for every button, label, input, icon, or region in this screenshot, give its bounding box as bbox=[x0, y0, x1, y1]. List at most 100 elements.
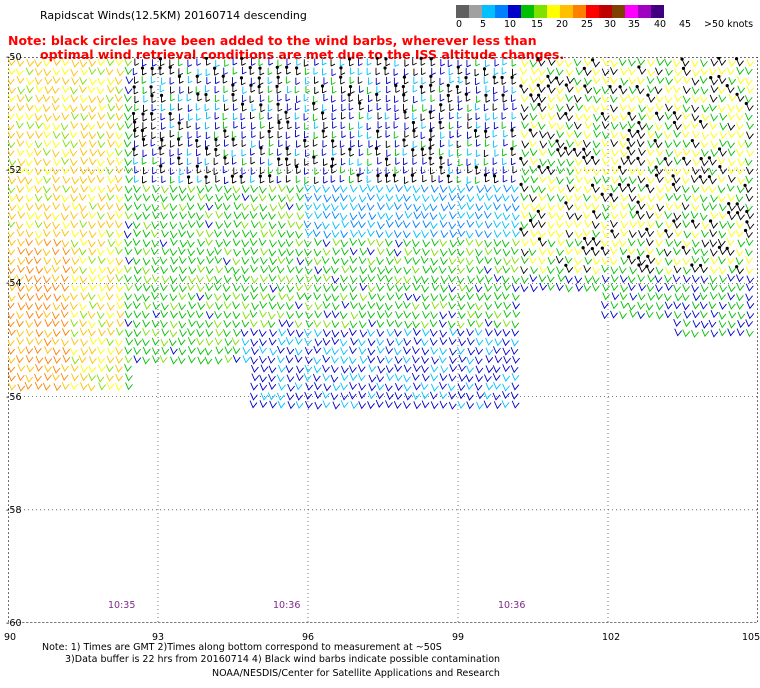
wind-barb bbox=[124, 221, 133, 230]
wind-barb bbox=[476, 391, 485, 400]
wind-barb bbox=[421, 320, 429, 329]
wind-barb bbox=[116, 301, 125, 310]
wind-barb bbox=[511, 121, 516, 130]
wind-barb bbox=[601, 94, 610, 103]
wind-barb bbox=[493, 140, 498, 148]
legend-tick-label: 45 bbox=[679, 19, 692, 30]
wind-barb bbox=[503, 184, 512, 193]
wind-barb bbox=[681, 202, 690, 211]
wind-barb bbox=[627, 238, 636, 247]
wind-barb bbox=[96, 86, 105, 95]
wind-barb bbox=[422, 310, 430, 319]
wind-barb bbox=[312, 229, 321, 238]
wind-barb bbox=[80, 112, 89, 122]
wind-barb bbox=[728, 212, 737, 221]
wind-barb bbox=[241, 211, 249, 220]
legend-tick-label: 20 bbox=[556, 19, 569, 30]
wind-barb bbox=[304, 228, 313, 238]
wind-barb bbox=[123, 139, 132, 148]
wind-barb bbox=[34, 67, 43, 77]
wind-barb bbox=[745, 283, 754, 292]
wind-barb bbox=[511, 112, 517, 120]
wind-barb bbox=[331, 302, 340, 311]
wind-barb bbox=[537, 58, 546, 67]
wind-barb bbox=[718, 328, 727, 337]
wind-barb bbox=[395, 338, 404, 347]
wind-barb bbox=[331, 95, 336, 103]
wind-barb bbox=[656, 113, 664, 122]
wind-barb bbox=[611, 157, 619, 166]
contamination-dot bbox=[725, 246, 729, 250]
wind-barb bbox=[547, 102, 555, 111]
wind-barb bbox=[205, 274, 214, 283]
wind-barb bbox=[152, 59, 157, 67]
contamination-dot bbox=[196, 92, 200, 96]
wind-barb bbox=[699, 212, 708, 221]
wind-barb bbox=[323, 158, 328, 167]
wind-barb bbox=[133, 310, 142, 319]
wind-barb bbox=[178, 68, 184, 76]
wind-barb bbox=[717, 104, 726, 113]
wind-barb bbox=[340, 274, 348, 283]
wind-barb bbox=[699, 301, 708, 310]
wind-barb bbox=[214, 184, 223, 193]
wind-barb bbox=[187, 292, 196, 301]
wind-barb bbox=[97, 273, 106, 283]
wind-barb bbox=[546, 282, 555, 291]
wind-barb bbox=[330, 365, 339, 374]
wind-barb bbox=[323, 194, 332, 203]
contamination-dot bbox=[635, 210, 639, 214]
wind-barb bbox=[358, 121, 363, 130]
wind-barb bbox=[456, 275, 465, 284]
wind-barb bbox=[132, 320, 141, 329]
wind-barb bbox=[475, 139, 481, 147]
wind-barb bbox=[313, 257, 322, 266]
legend-swatch bbox=[573, 5, 586, 18]
wind-barb bbox=[728, 93, 737, 102]
wind-barb bbox=[528, 84, 537, 93]
contamination-dot bbox=[214, 137, 218, 142]
wind-barb bbox=[610, 219, 618, 229]
contamination-dot bbox=[727, 202, 731, 206]
wind-barb bbox=[467, 347, 476, 356]
wind-barb bbox=[647, 292, 656, 301]
wind-barb bbox=[303, 59, 309, 67]
wind-barb bbox=[744, 139, 753, 148]
wind-barb bbox=[682, 111, 691, 120]
wind-barb bbox=[537, 230, 546, 239]
wind-barb bbox=[35, 363, 43, 372]
wind-barb bbox=[484, 318, 493, 327]
wind-barb bbox=[249, 400, 258, 409]
wind-barb bbox=[323, 310, 332, 319]
wind-barb bbox=[87, 167, 96, 176]
wind-barb bbox=[115, 203, 124, 212]
wind-barb bbox=[421, 194, 430, 203]
wind-barb bbox=[718, 292, 726, 301]
wind-barb bbox=[564, 193, 573, 202]
wind-barb bbox=[404, 130, 409, 138]
wind-barb bbox=[70, 194, 78, 203]
wind-barb bbox=[429, 221, 438, 230]
contamination-dot bbox=[600, 246, 604, 250]
wind-barb bbox=[448, 166, 454, 175]
wind-barb bbox=[726, 85, 735, 94]
wind-barb bbox=[232, 192, 241, 201]
wind-barb bbox=[457, 391, 466, 400]
wind-barb bbox=[467, 121, 473, 129]
wind-barb bbox=[80, 364, 89, 373]
wind-barb bbox=[439, 293, 448, 302]
wind-barb bbox=[584, 275, 593, 284]
wind-barb bbox=[647, 194, 656, 203]
wind-barb bbox=[214, 131, 219, 140]
wind-barb bbox=[601, 139, 609, 148]
wind-barb bbox=[314, 238, 322, 247]
wind-barb bbox=[548, 211, 557, 220]
wind-barb bbox=[87, 292, 96, 301]
wind-barb bbox=[159, 194, 168, 203]
wind-barb bbox=[250, 338, 259, 347]
wind-barb bbox=[376, 338, 385, 347]
wind-barb bbox=[395, 194, 404, 203]
wind-barb bbox=[438, 175, 444, 183]
wind-barb bbox=[557, 149, 566, 158]
wind-barb bbox=[295, 301, 303, 310]
